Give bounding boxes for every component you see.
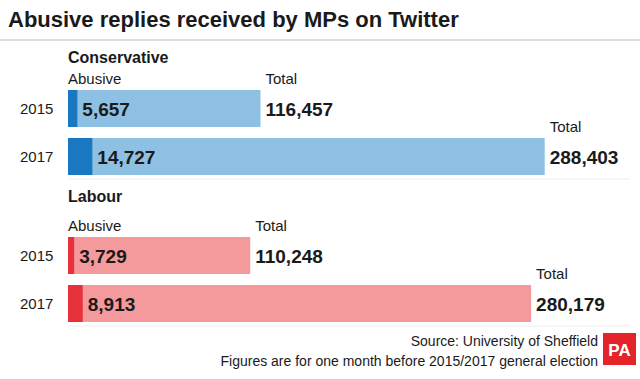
panel: Conservative 2015 2017 116,457 Total 288,403 T…: [20, 49, 630, 179]
bar: [68, 90, 260, 127]
bar: [68, 90, 77, 127]
data-label: 110,248: [255, 246, 323, 267]
logo-box: [603, 333, 636, 365]
bar: [68, 285, 531, 322]
series-label: Total: [536, 265, 568, 282]
category-label: 2017: [20, 295, 53, 312]
labels: 2015 2017 116,457 Total 288,403 Total 5,657 Abu…: [20, 70, 618, 168]
data-label: 280,179: [536, 294, 605, 315]
series-label: Abusive: [68, 70, 121, 87]
data-label: 14,727: [97, 147, 155, 168]
bar: [68, 237, 74, 274]
panel: Labour 2015 2017 110,248 Total 280,179 Total 3,…: [20, 188, 630, 326]
labels: 2015 2017 110,248 Total 280,179 Total 3,729 Abu…: [20, 217, 605, 315]
data-label: 5,657: [82, 99, 130, 120]
bar: [68, 285, 83, 322]
category-label: 2017: [20, 148, 53, 165]
data-label: 288,403: [550, 147, 619, 168]
bar: [68, 237, 250, 274]
chart-root: Abusive replies received by MPs on Twitt…: [0, 0, 640, 379]
series-label: Abusive: [68, 217, 121, 234]
bars: [68, 237, 531, 322]
series-label: Total: [265, 70, 297, 87]
logo: PA: [608, 341, 630, 360]
data-label: 116,457: [265, 99, 333, 120]
title-rule: [0, 40, 640, 41]
bar: [68, 138, 545, 175]
data-label: 8,913: [88, 294, 136, 315]
series-label: Total: [550, 118, 582, 135]
data-label: 3,729: [79, 246, 127, 267]
x-axis-line: [68, 179, 630, 180]
bars: [68, 90, 545, 175]
x-axis-line: [68, 326, 630, 327]
source: Source: University of Sheffield: [411, 333, 598, 349]
category-label: 2015: [20, 247, 53, 264]
title: Abusive replies received by MPs on Twitt…: [8, 7, 459, 32]
note: Figures are for one month before 2015/20…: [221, 353, 598, 369]
bar: [68, 138, 92, 175]
series-label: Total: [255, 217, 287, 234]
category-label: 2015: [20, 100, 53, 117]
panel-title: Labour: [68, 188, 122, 205]
panel-title: Conservative: [68, 49, 169, 66]
